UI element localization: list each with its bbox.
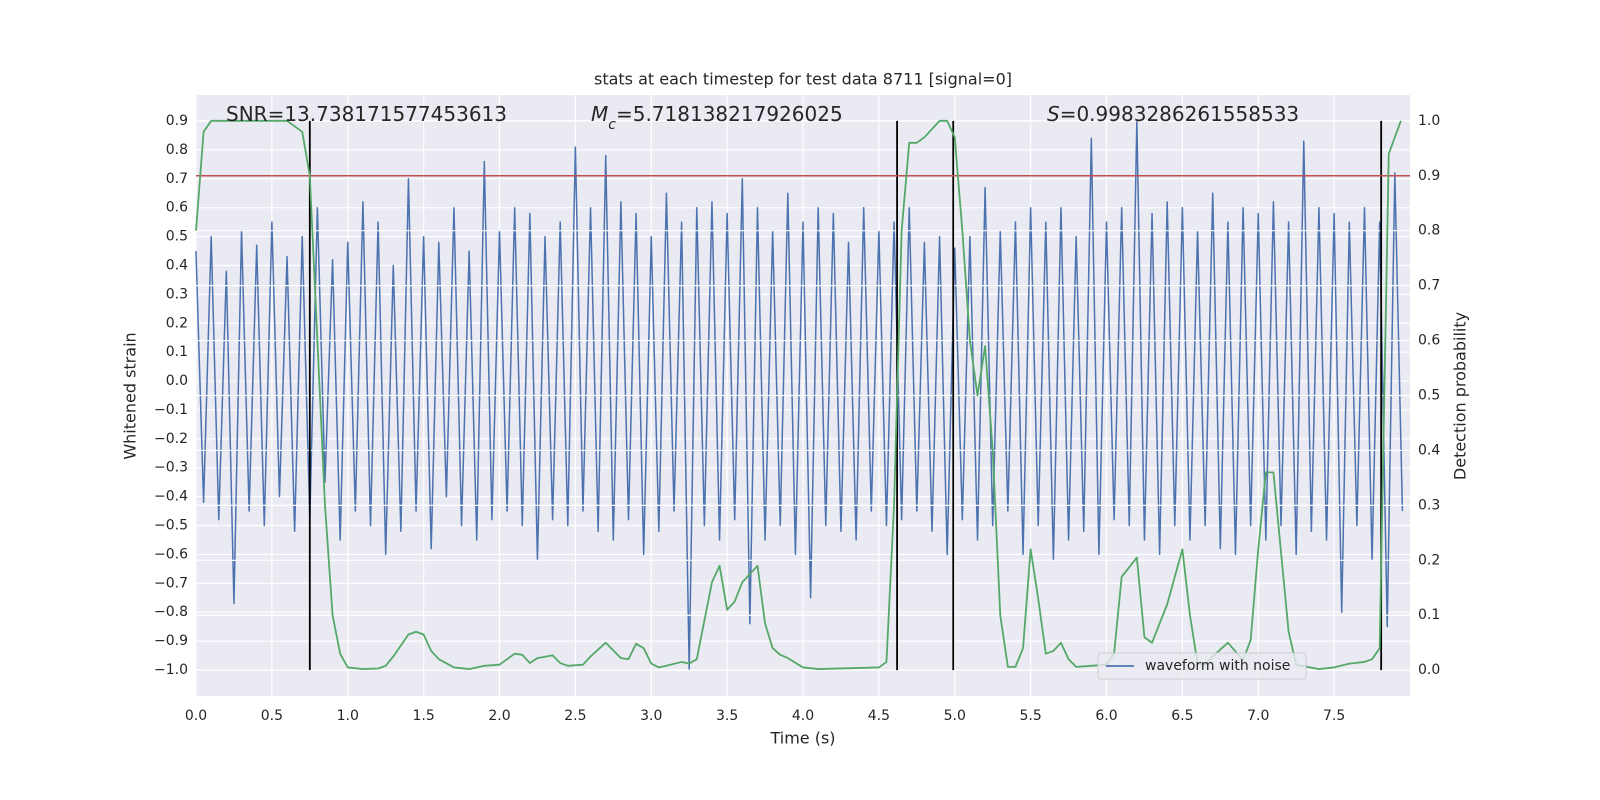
x-tick-label: 1.0 bbox=[337, 708, 359, 724]
y-tick-label: −0.4 bbox=[154, 489, 188, 505]
y-tick-label: 0.2 bbox=[166, 315, 188, 331]
y-tick-label: −0.7 bbox=[154, 575, 188, 591]
y-tick-label: 0.7 bbox=[166, 171, 188, 187]
annotation-text: =0.9983286261558533 bbox=[1060, 102, 1299, 126]
annotation-symbol: S bbox=[1047, 102, 1060, 126]
y2-tick-label: 0.0 bbox=[1418, 662, 1440, 678]
y-axis-label: Whitened strain bbox=[121, 332, 140, 459]
y-tick-label: 0.6 bbox=[166, 200, 188, 216]
annotation-text: =5.718138217926025 bbox=[616, 102, 843, 126]
x-tick-label: 5.5 bbox=[1019, 708, 1041, 724]
x-tick-label: 3.5 bbox=[716, 708, 738, 724]
y-tick-label: −0.9 bbox=[154, 633, 188, 649]
y-tick-label: 0.3 bbox=[166, 286, 188, 302]
y-tick-label: 0.8 bbox=[166, 142, 188, 158]
legend-label: waveform with noise bbox=[1145, 658, 1290, 674]
x-tick-label: 1.5 bbox=[412, 708, 434, 724]
legend-box bbox=[1097, 652, 1307, 680]
y-tick-label: −0.1 bbox=[154, 402, 188, 418]
y2-tick-label: 0.1 bbox=[1418, 607, 1440, 623]
y2-tick-label: 1.0 bbox=[1418, 113, 1440, 129]
y-tick-label: −0.3 bbox=[154, 460, 188, 476]
series-line bbox=[195, 120, 1404, 671]
x-tick-label: 2.0 bbox=[488, 708, 510, 724]
y2-tick-label: 0.8 bbox=[1418, 223, 1440, 239]
y-tick-label: −1.0 bbox=[154, 662, 188, 678]
series-line bbox=[195, 119, 1402, 670]
annotation-symbol: SNR bbox=[226, 102, 268, 126]
y-tick-label: 0.9 bbox=[166, 113, 188, 129]
x-tick-label: 4.5 bbox=[868, 708, 890, 724]
annotation-text: =13.738171577453613 bbox=[268, 102, 507, 126]
y-tick-label: 0.5 bbox=[166, 229, 188, 245]
annotation: Mc=5.718138217926025 bbox=[591, 102, 843, 133]
x-tick-label: 3.0 bbox=[640, 708, 662, 724]
annotation: S=0.9983286261558533 bbox=[1047, 102, 1299, 126]
y2-tick-label: 0.3 bbox=[1418, 497, 1440, 513]
x-axis-label: Time (s) bbox=[769, 729, 835, 748]
annotation: SNR=13.738171577453613 bbox=[226, 102, 507, 126]
annotation-subscript: c bbox=[608, 117, 616, 133]
x-tick-label: 5.0 bbox=[944, 708, 966, 724]
y-tick-label: 0.4 bbox=[166, 257, 188, 273]
y2-tick-label: 0.4 bbox=[1418, 442, 1440, 458]
x-tick-label: 7.5 bbox=[1323, 708, 1345, 724]
y-tick-label: −0.5 bbox=[154, 518, 188, 534]
y2-tick-label: 0.6 bbox=[1418, 333, 1440, 349]
y-tick-label: −0.2 bbox=[154, 431, 188, 447]
y-tick-label: −0.8 bbox=[154, 604, 188, 620]
x-tick-label: 6.0 bbox=[1095, 708, 1117, 724]
y-tick-label: −0.6 bbox=[154, 546, 188, 562]
chart-title: stats at each timestep for test data 871… bbox=[594, 70, 1012, 89]
y2-tick-label: 0.2 bbox=[1418, 552, 1440, 568]
annotation-symbol: M bbox=[591, 102, 608, 126]
y2-axis-label: Detection probability bbox=[1451, 312, 1470, 480]
x-tick-label: 4.0 bbox=[792, 708, 814, 724]
y2-tick-label: 0.5 bbox=[1418, 388, 1440, 404]
y2-tick-label: 0.7 bbox=[1418, 278, 1440, 294]
x-tick-label: 0.0 bbox=[185, 708, 207, 724]
y-tick-label: 0.1 bbox=[166, 344, 188, 360]
y-tick-label: 0.0 bbox=[166, 373, 188, 389]
x-tick-label: 2.5 bbox=[564, 708, 586, 724]
y2-tick-label: 0.9 bbox=[1418, 168, 1440, 184]
x-tick-label: 6.5 bbox=[1171, 708, 1193, 724]
x-tick-label: 0.5 bbox=[261, 708, 283, 724]
x-tick-label: 7.0 bbox=[1247, 708, 1269, 724]
